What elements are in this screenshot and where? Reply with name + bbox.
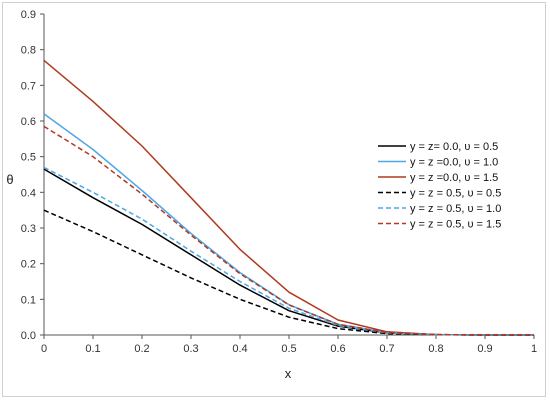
legend-label-4: y = z = 0.5, υ = 0.5 [410,188,501,200]
x-tick-label: 0.6 [330,343,345,355]
legend-label-5: y = z = 0.5, υ = 1.0 [410,203,501,215]
series-lines [43,59,534,336]
x-tick-label: 0.1 [85,343,100,355]
y-tick-labels: 0.0 0.1 0.2 0.3 0.4 0.5 0.6 0.7 0.8 0.9 [21,9,36,342]
x-tick-label: 1 [531,343,537,355]
x-tick-label: 0.3 [183,343,198,355]
x-tick-label: 0.9 [477,343,492,355]
x-tick-label: 0.7 [379,343,394,355]
y-tick-label: 0.0 [21,330,36,342]
x-tick-label: 0 [41,343,47,355]
legend-label-3: y = z =0.0, υ = 1.5 [410,172,498,184]
y-tick-label: 0.2 [21,259,36,271]
legend-label-6: y = z = 0.5, υ = 1.5 [410,219,501,231]
x-tick-label: 0.4 [232,343,247,355]
x-tick-labels: 0 0.1 0.2 0.3 0.4 0.5 0.6 0.7 0.8 0.9 1 [41,343,537,355]
series-line-5 [43,166,534,336]
y-tick-label: 0.3 [21,223,36,235]
x-tick-label: 0.5 [281,343,296,355]
y-tick-label: 0.9 [21,9,36,21]
chart-frame [2,2,546,397]
legend-label-2: y = z =0.0, υ = 1.0 [410,157,498,169]
legend: y = z= 0.0, υ = 0.5 y = z =0.0, υ = 1.0 y … [378,141,501,231]
y-tick-label: 0.5 [21,152,36,164]
x-axis-label: x [285,366,292,381]
y-tick-label: 0.6 [21,116,36,128]
y-tick-label: 0.8 [21,45,36,57]
x-tick-label: 0.8 [428,343,443,355]
series-line-6 [43,125,534,336]
y-tick-label: 0.1 [21,294,36,306]
y-axis-label: θ [6,172,13,187]
y-tick-label: 0.7 [21,80,36,92]
y-tick-label: 0.4 [21,187,36,199]
legend-label-1: y = z= 0.0, υ = 0.5 [410,141,498,153]
x-tick-label: 0.2 [134,343,149,355]
